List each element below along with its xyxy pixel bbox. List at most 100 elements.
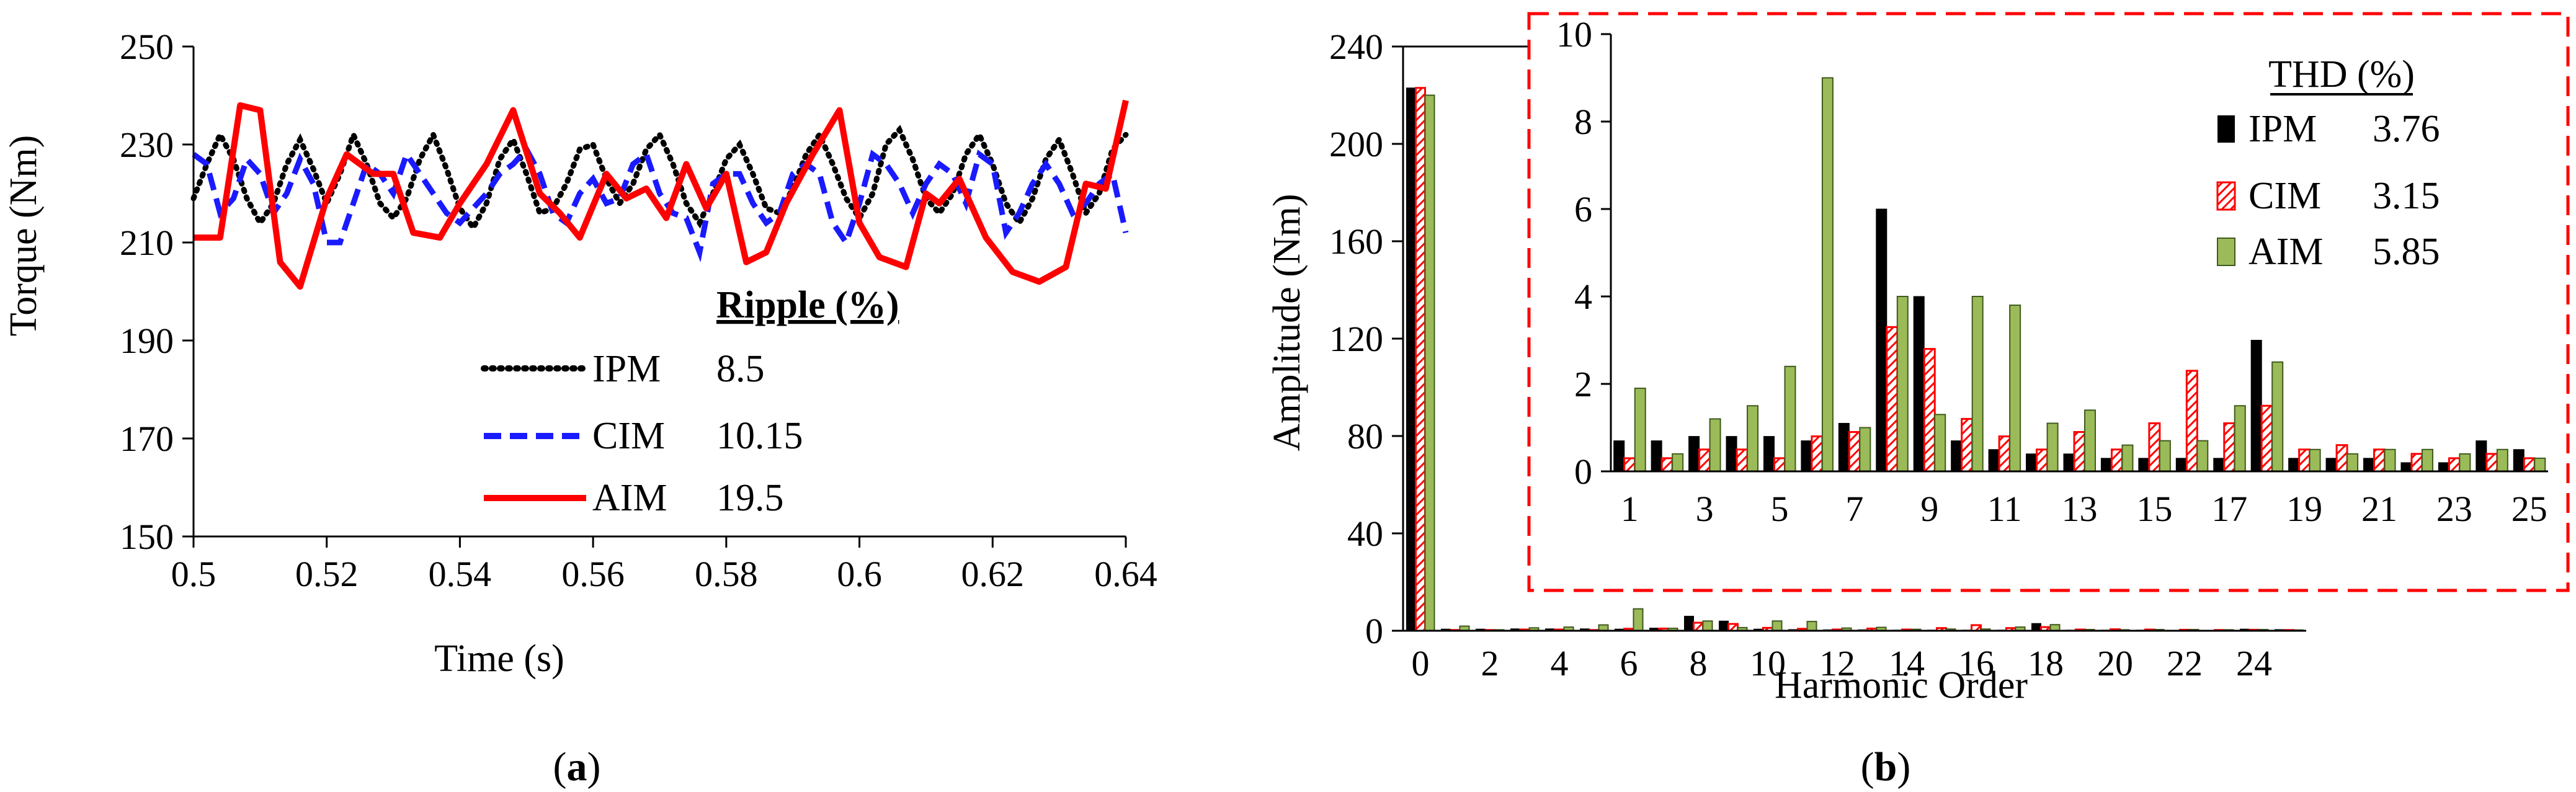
inset-bar-aim-h4 <box>1747 405 1759 472</box>
inset-bar-aim-h18 <box>2271 361 2284 472</box>
inset-bar-aim-h2 <box>1672 453 1684 472</box>
bar-aim-h8 <box>1702 620 1713 631</box>
inset-bar-ipm-h22 <box>2400 462 2412 472</box>
inset-bar-aim-h11 <box>2009 305 2021 472</box>
inset-bar-aim-h13 <box>2084 409 2096 472</box>
harmonic-x-tick-label: 4 <box>1551 643 1569 683</box>
panel-a-caption: (a) <box>553 744 601 790</box>
inset-bar-aim-h17 <box>2234 405 2246 472</box>
inset-bar-ipm-h21 <box>2363 458 2375 472</box>
inset-bar-ipm-h23 <box>2438 462 2449 472</box>
inset-bar-ipm-h24 <box>2476 440 2487 472</box>
inset-bar-cim-h18 <box>2260 404 2273 473</box>
inset-y-tick-label: 2 <box>1574 364 1592 404</box>
harmonic-x-tick-label: 0 <box>1412 643 1430 683</box>
inset-bar-cim-h13 <box>2073 431 2086 473</box>
harmonic-x-tick-label: 6 <box>1620 643 1638 683</box>
inset-bar-ipm-h7 <box>1838 422 1850 472</box>
inset-bar-aim-h16 <box>2196 440 2209 473</box>
inset-bar-ipm-h5 <box>1763 436 1775 472</box>
bar-cim-h0 <box>1415 87 1426 632</box>
inset-bar-cim-h21 <box>2373 448 2386 473</box>
legend-label-cim: CIM <box>592 415 665 457</box>
inset-bar-aim-h3 <box>1709 418 1721 473</box>
inset-bar-cim-h14 <box>2110 448 2123 473</box>
inset-bar-cim-h7 <box>1848 431 1861 473</box>
inset-bar-ipm-h3 <box>1688 436 1700 472</box>
inset-bar-cim-h10 <box>1961 417 1974 473</box>
inset-bar-cim-h22 <box>2410 453 2423 473</box>
inset-bar-aim-h23 <box>2459 453 2471 472</box>
inset-bar-ipm-h10 <box>1951 440 1963 472</box>
inset-bar-cim-h19 <box>2298 448 2311 473</box>
legend-ripple-cim: 10.15 <box>716 415 803 457</box>
legend-ripple-aim: 19.5 <box>716 477 784 519</box>
bar-cim-h9 <box>1727 623 1739 632</box>
bar-aim-h6 <box>1633 608 1644 631</box>
inset-bar-aim-h7 <box>1859 427 1871 472</box>
inset-bar-aim-h6 <box>1821 77 1834 472</box>
inset-x-tick-label: 23 <box>2436 489 2472 529</box>
thd-legend-title: THD (%) <box>2268 53 2415 96</box>
inset-bar-ipm-h13 <box>2063 453 2075 472</box>
harmonic-x-tick-label: 16 <box>1958 643 1994 683</box>
legend-swatch-aim <box>2217 238 2235 266</box>
bar-ipm-h8 <box>1684 615 1694 631</box>
inset-bar-cim-h11 <box>1998 435 2011 473</box>
thd-label-aim: AIM <box>2248 231 2324 273</box>
legend-swatch-ipm <box>2217 115 2235 143</box>
inset-bar-ipm-h14 <box>2100 458 2112 472</box>
harmonic-x-tick-label: 24 <box>2236 643 2272 683</box>
harmonic-y-tick-label: 240 <box>1329 27 1383 67</box>
inset-x-tick-label: 7 <box>1845 489 1863 529</box>
inset-frame <box>1527 12 2570 592</box>
inset-x-tick-label: 11 <box>1987 489 2022 529</box>
inset-x-tick-label: 5 <box>1770 489 1788 529</box>
harmonic-x-tick-label: 8 <box>1690 643 1708 683</box>
torque-axes: 150 170 190 210 230 250 0.5 0.52 0.54 0.56 0.58 0.6… <box>120 27 1157 594</box>
inset-y-tick-label: 8 <box>1574 102 1592 142</box>
inset-bar-cim-h3 <box>1698 448 1711 473</box>
inset-bar-ipm-h20 <box>2325 458 2337 472</box>
bar-aim-h0 <box>1424 94 1435 631</box>
inset-x-tick-label: 19 <box>2286 489 2322 529</box>
inset-bar-ipm-h8 <box>1876 208 1887 472</box>
bar-aim-h11 <box>1806 621 1817 632</box>
inset-bar-ipm-h6 <box>1801 440 1812 472</box>
inset-bar-aim-h15 <box>2159 440 2171 473</box>
torque-y-tick-label: 230 <box>120 125 174 165</box>
harmonic-x-tick-label: 22 <box>2167 643 2203 683</box>
harmonic-x-tick-label: 12 <box>1819 643 1855 683</box>
thd-value-aim: 5.85 <box>2373 231 2440 273</box>
inset-bar-aim-h21 <box>2384 448 2396 472</box>
inset-bar-ipm-h25 <box>2513 449 2525 472</box>
inset-bar-aim-h19 <box>2309 448 2321 472</box>
harmonic-x-tick-label: 2 <box>1481 643 1499 683</box>
inset-bar-ipm-h17 <box>2213 458 2225 472</box>
bar-ipm-h18 <box>2031 623 2041 631</box>
inset-bar-ipm-h11 <box>1988 449 2000 472</box>
inset-bar-cim-h1 <box>1623 457 1636 473</box>
panel-a-letter: a <box>567 744 587 790</box>
inset-bar-ipm-h19 <box>2288 458 2300 472</box>
torque-x-tick-label: 0.64 <box>1094 554 1157 594</box>
inset-bar-cim-h20 <box>2335 444 2348 473</box>
series-line-cim <box>192 145 1129 262</box>
inset-bar-cim-h6 <box>1811 435 1824 473</box>
legend-label-aim: AIM <box>592 477 667 519</box>
inset-bar-ipm-h1 <box>1613 440 1625 472</box>
inset-x-tick-label: 21 <box>2361 489 2397 529</box>
inset-bar-aim-h12 <box>2046 422 2059 473</box>
torque-y-tick-label: 190 <box>120 321 174 361</box>
inset-bar-cim-h17 <box>2223 422 2236 473</box>
torque-y-tick-label: 210 <box>120 223 174 263</box>
inset-bar-aim-h1 <box>1634 388 1646 472</box>
legend-swatch-cim <box>2216 181 2236 211</box>
inset-x-tick-label: 9 <box>1920 489 1938 529</box>
inset-x-tick-label: 13 <box>2062 489 2098 529</box>
torque-y-tick-label: 170 <box>120 419 174 459</box>
